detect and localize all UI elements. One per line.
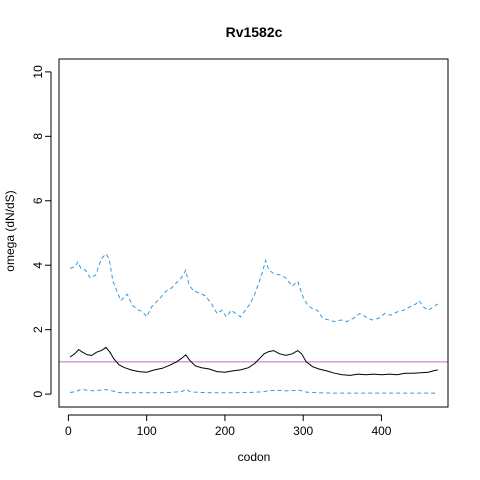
x-axis-label: codon bbox=[238, 450, 271, 464]
plot-layer: 0 100 200 300 400 0 2 4 6 8 10 bbox=[31, 65, 448, 438]
x-tick-label: 0 bbox=[65, 424, 72, 438]
y-tick-label: 10 bbox=[31, 65, 45, 79]
plot-frame bbox=[58, 58, 449, 408]
y-tick-label: 2 bbox=[31, 326, 45, 333]
y-tick-label: 0 bbox=[31, 390, 45, 397]
x-tick-label: 200 bbox=[215, 424, 235, 438]
y-tick-label: 6 bbox=[31, 197, 45, 204]
x-tick-label: 300 bbox=[293, 424, 313, 438]
x-tick-label: 100 bbox=[137, 424, 157, 438]
chart-title: Rv1582c bbox=[226, 24, 283, 40]
y-axis-label: omega (dN/dS) bbox=[3, 190, 17, 271]
x-tick-label: 400 bbox=[371, 424, 391, 438]
y-tick-label: 4 bbox=[31, 262, 45, 269]
lower-bound-line bbox=[69, 388, 438, 394]
omega-line bbox=[69, 346, 438, 376]
y-tick-label: 8 bbox=[31, 133, 45, 140]
upper-bound-line bbox=[69, 253, 439, 323]
